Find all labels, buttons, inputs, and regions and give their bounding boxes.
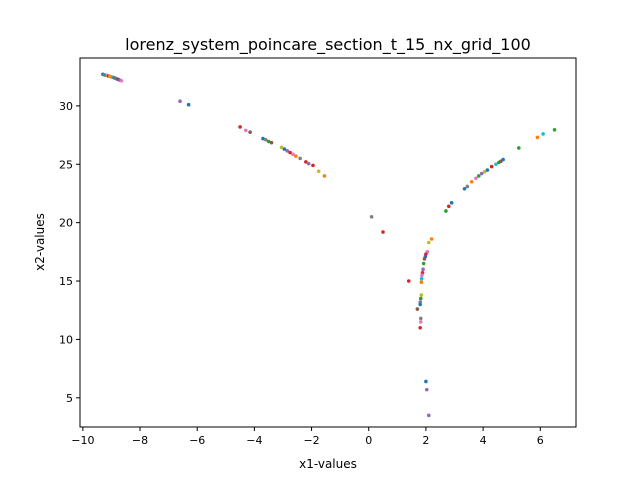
data-point-34 [322,174,327,178]
y-tick-label: 10 [59,333,73,346]
y-tick-label: 20 [59,217,73,230]
data-point-26 [288,150,292,155]
data-point-30 [304,160,308,164]
data-point-55 [418,316,423,321]
data-point-59 [424,387,429,392]
y-tick-label: 25 [59,158,73,171]
data-point-57 [418,325,423,330]
data-point-62 [446,204,451,209]
data-point-47 [419,276,424,281]
x-axis-label: x1-values [299,457,357,471]
data-point-17 [244,128,248,133]
data-point-56 [418,320,423,324]
data-point-67 [474,176,478,181]
x-tick-label: 6 [537,434,544,447]
data-point-65 [465,184,470,189]
x-tick-label: −2 [303,434,319,447]
data-point-61 [444,209,448,213]
data-point-51 [418,296,423,301]
x-tick-label: −4 [246,434,262,447]
data-point-48 [406,279,411,283]
data-point-43 [421,261,426,266]
chart-title: lorenz_system_poincare_section_t_15_nx_g… [125,35,531,55]
data-point-24 [282,147,287,151]
data-point-53 [418,302,423,307]
y-tick-label: 15 [59,275,73,288]
x-tick-label: 4 [480,434,487,447]
data-point-37 [429,237,434,241]
data-point-15 [186,102,191,107]
data-point-21 [266,139,271,144]
data-point-79 [541,132,545,136]
x-tick-label: −8 [132,434,148,447]
data-point-38 [426,240,431,245]
axes-layer: −10 −8 −6 −4 −2 0 2 4 6 5 10 15 20 25 30 [59,100,544,447]
data-point-35 [369,215,374,219]
data-point-72 [489,164,494,169]
data-point-14 [178,99,182,104]
data-point-64 [462,186,467,191]
data-point-77 [517,146,521,150]
data-point-16 [238,125,242,129]
data-point-60 [426,413,431,418]
data-point-68 [477,174,481,178]
data-point-42 [422,257,427,261]
y-axis-label: x2-values [33,213,47,271]
data-point-46 [420,273,424,278]
data-point-25 [285,149,290,153]
data-point-28 [294,154,298,158]
points-layer [101,72,557,418]
data-point-27 [291,152,295,157]
data-point-71 [485,168,490,172]
data-point-80 [552,128,557,132]
x-tick-label: 0 [365,434,372,447]
data-point-50 [419,293,424,297]
data-point-73 [494,162,498,167]
data-point-18 [248,130,252,134]
x-tick-label: −10 [71,434,94,447]
data-point-76 [501,157,505,162]
data-point-78 [535,135,540,140]
data-point-63 [449,201,454,205]
data-point-29 [298,156,302,161]
data-point-69 [479,171,484,176]
data-point-54 [415,307,420,311]
x-tick-label: −6 [189,434,205,447]
data-point-58 [424,379,428,384]
data-point-22 [269,140,274,145]
data-point-36 [381,230,385,234]
data-point-70 [482,170,487,174]
data-point-23 [279,145,284,150]
plot-frame [79,57,577,428]
data-point-20 [264,137,268,142]
data-point-44 [421,267,425,272]
data-point-33 [316,169,321,174]
data-point-32 [311,163,315,168]
y-tick-label: 5 [66,392,73,405]
data-point-13 [119,78,124,83]
data-point-66 [469,179,474,184]
data-point-49 [419,280,424,285]
data-point-19 [261,136,265,141]
y-tick-label: 30 [59,100,73,113]
data-point-31 [306,161,311,166]
x-tick-label: 2 [422,434,429,447]
